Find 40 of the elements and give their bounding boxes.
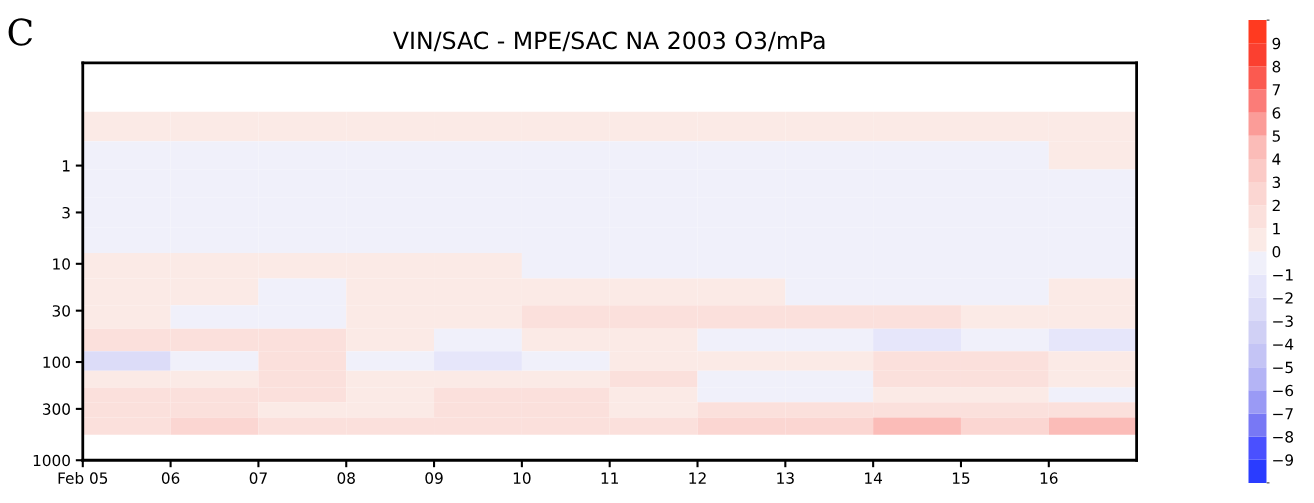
color-bar-label: 7 xyxy=(1272,84,1280,96)
text: C xyxy=(8,18,33,46)
color-bar-label: −6 xyxy=(1273,384,1294,397)
x-tick-label: 07 xyxy=(249,472,267,484)
color-bar-label: −3 xyxy=(1273,315,1293,327)
y-tick-label: 100 xyxy=(43,356,70,369)
color-bar-label: −2 xyxy=(1273,292,1293,304)
color-bar-label: −9 xyxy=(1273,454,1293,466)
color-bar-label: 9 xyxy=(1272,37,1281,50)
x-tick-label: Feb 05 xyxy=(58,472,108,484)
x-tick-label: 06 xyxy=(161,472,180,484)
x-tick-label: 09 xyxy=(425,472,443,484)
color-bar-label: −7 xyxy=(1273,408,1293,420)
color-bar-label: 3 xyxy=(1272,176,1281,189)
x-tick-label: 10 xyxy=(513,472,531,484)
color-bar-label: 5 xyxy=(1272,130,1280,142)
y-tick-label: 1000 xyxy=(33,454,70,467)
x-tick-label: 13 xyxy=(777,472,794,484)
chart-title: VIN/SAC - MPE/SAC NA 2003 O3/mPa xyxy=(393,31,825,52)
y-tick-label: 300 xyxy=(42,403,70,415)
x-tick-label: 16 xyxy=(1040,472,1058,484)
color-bar-label: 1 xyxy=(1273,223,1280,235)
y-tick-label: 1 xyxy=(62,160,70,172)
color-bar-label: 4 xyxy=(1272,153,1281,165)
color-bar-label: −8 xyxy=(1273,431,1294,443)
y-tick-label: 3 xyxy=(62,206,70,219)
x-tick-label: 14 xyxy=(865,472,883,484)
x-tick-label: 15 xyxy=(952,472,970,484)
color-bar-label: 8 xyxy=(1272,60,1281,73)
x-tick-label: 12 xyxy=(689,472,706,484)
color-bar-label: −4 xyxy=(1273,338,1294,350)
x-tick-label: 08 xyxy=(337,472,355,484)
color-bar-label: −1 xyxy=(1273,269,1293,281)
color-bar-label: 6 xyxy=(1272,107,1281,119)
y-tick-label: 10 xyxy=(53,258,70,270)
color-bar-label: −5 xyxy=(1273,361,1293,374)
color-bar-label: 2 xyxy=(1272,199,1280,212)
x-tick-label: 11 xyxy=(601,472,619,484)
y-tick-label: 30 xyxy=(52,305,70,317)
color-bar-label: 0 xyxy=(1272,245,1281,258)
